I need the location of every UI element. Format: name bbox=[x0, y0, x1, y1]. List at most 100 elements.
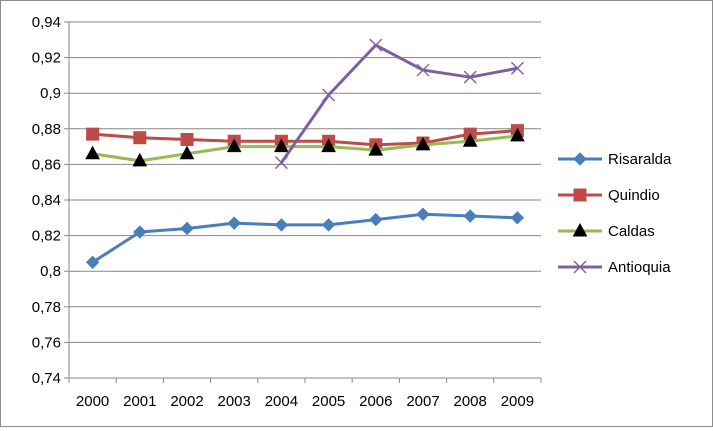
series-caldas bbox=[85, 127, 525, 167]
data-point-caldas-shape bbox=[368, 142, 384, 156]
data-point-caldas bbox=[132, 152, 148, 167]
data-point-caldas bbox=[462, 133, 478, 147]
data-point-antioquia-shape bbox=[510, 61, 524, 75]
y-tick-label: 0,88 bbox=[32, 121, 61, 138]
data-point-risaralda-shape bbox=[510, 211, 525, 225]
data-point-antioquia-shape bbox=[322, 88, 336, 102]
data-point-risaralda bbox=[227, 216, 241, 230]
axes bbox=[64, 21, 542, 383]
data-point-quindio bbox=[133, 131, 147, 145]
data-point-quindio-shape bbox=[86, 127, 100, 141]
legend-marker-caldas-shape bbox=[572, 222, 588, 237]
legend-marker-caldas bbox=[572, 222, 588, 237]
data-point-caldas-shape bbox=[226, 138, 242, 153]
data-point-antioquia-shape bbox=[274, 156, 288, 170]
y-tick-label: 0,86 bbox=[32, 156, 61, 173]
data-point-risaralda-shape bbox=[321, 218, 336, 232]
x-tick-label: 2008 bbox=[454, 393, 487, 410]
y-tick-label: 0,94 bbox=[32, 14, 61, 31]
y-tick-label: 0,76 bbox=[32, 334, 61, 351]
legend-item-quindio: Quindio bbox=[558, 187, 660, 204]
series-risaralda bbox=[85, 207, 525, 270]
series-antioquia bbox=[274, 38, 524, 170]
y-tick-label: 0,9 bbox=[40, 85, 61, 102]
data-point-risaralda-shape bbox=[416, 207, 430, 221]
data-point-quindio-shape bbox=[133, 131, 147, 145]
x-tick-label: 2004 bbox=[265, 393, 298, 410]
data-point-caldas bbox=[415, 136, 431, 151]
y-tick-label: 0,84 bbox=[32, 192, 61, 209]
data-point-risaralda-shape bbox=[133, 225, 147, 239]
data-point-caldas bbox=[274, 138, 289, 153]
x-axis-tick-labels: 2000 2001 2002 2003 2004 2005 2006 2007 2008 2009 bbox=[76, 393, 534, 410]
x-tick-label: 2005 bbox=[312, 393, 345, 410]
x-tick-label: 2006 bbox=[359, 393, 392, 410]
data-point-risaralda-shape bbox=[274, 218, 289, 232]
data-point-caldas bbox=[368, 142, 384, 156]
data-point-risaralda bbox=[274, 218, 289, 232]
data-point-quindio-shape bbox=[180, 132, 194, 146]
data-point-caldas bbox=[321, 138, 336, 153]
data-point-caldas-shape bbox=[510, 127, 525, 142]
legend-marker-risaralda bbox=[573, 152, 587, 166]
legend-marker-antioquia bbox=[573, 260, 587, 274]
series-line-risaralda bbox=[91, 212, 518, 264]
legend-item-caldas: Caldas bbox=[558, 222, 655, 240]
data-point-caldas bbox=[510, 127, 525, 142]
y-axis-tick-labels: 0,74 0,76 0,78 0,8 0,82 0,84 0,86 0,88 0,9 0,92 0,… bbox=[32, 14, 61, 387]
data-point-caldas-shape bbox=[274, 138, 289, 153]
data-point-risaralda-shape bbox=[227, 216, 241, 230]
legend: Risaralda Quindio Caldas Antioquia bbox=[558, 151, 672, 276]
data-point-risaralda bbox=[369, 212, 383, 227]
legend-marker-quindio-shape bbox=[573, 188, 587, 202]
series-line-quindio bbox=[92, 129, 518, 147]
gridlines bbox=[69, 21, 541, 343]
legend-label-caldas: Caldas bbox=[608, 223, 655, 240]
legend-label-risaralda: Risaralda bbox=[608, 151, 672, 168]
data-point-caldas-shape bbox=[85, 145, 100, 160]
data-point-antioquia-shape bbox=[463, 70, 477, 84]
data-point-antioquia bbox=[369, 38, 383, 52]
legend-marker-risaralda-shape bbox=[573, 152, 587, 166]
data-point-antioquia bbox=[322, 88, 336, 102]
x-tick-label: 2000 bbox=[76, 393, 109, 410]
y-tick-label: 0,74 bbox=[32, 370, 61, 387]
data-point-antioquia-shape bbox=[416, 63, 430, 77]
data-point-caldas-shape bbox=[462, 133, 478, 147]
data-point-risaralda bbox=[321, 218, 336, 232]
legend-label-antioquia: Antioquia bbox=[608, 259, 671, 276]
legend-label-quindio: Quindio bbox=[608, 187, 660, 204]
data-point-antioquia bbox=[463, 70, 477, 84]
data-point-risaralda-shape bbox=[369, 212, 383, 227]
data-point-risaralda bbox=[416, 207, 430, 221]
data-point-quindio bbox=[86, 127, 100, 141]
data-point-risaralda bbox=[133, 225, 147, 239]
x-tick-label: 2001 bbox=[123, 393, 156, 410]
data-point-risaralda-shape bbox=[180, 221, 194, 236]
data-point-caldas bbox=[85, 145, 100, 160]
data-point-antioquia bbox=[416, 63, 430, 77]
data-point-risaralda-shape bbox=[85, 255, 100, 270]
data-point-quindio bbox=[180, 132, 194, 146]
data-point-caldas-shape bbox=[321, 138, 336, 153]
legend-marker-quindio bbox=[573, 188, 587, 202]
data-point-antioquia-shape bbox=[369, 38, 383, 52]
y-tick-label: 0,82 bbox=[32, 228, 61, 245]
y-tick-label: 0,78 bbox=[32, 299, 61, 316]
legend-item-risaralda: Risaralda bbox=[558, 151, 672, 168]
data-point-risaralda bbox=[180, 221, 194, 236]
legend-item-antioquia: Antioquia bbox=[558, 259, 671, 276]
data-point-caldas-shape bbox=[179, 145, 195, 160]
legend-marker-antioquia-shape bbox=[573, 260, 587, 274]
data-point-risaralda bbox=[463, 209, 477, 223]
data-point-antioquia bbox=[510, 61, 524, 75]
series-group bbox=[85, 38, 525, 270]
x-tick-label: 2003 bbox=[218, 393, 251, 410]
data-point-caldas-shape bbox=[132, 152, 148, 167]
y-tick-label: 0,92 bbox=[32, 50, 61, 67]
series-line-caldas bbox=[92, 134, 518, 163]
data-point-antioquia bbox=[274, 156, 288, 170]
data-point-caldas bbox=[226, 138, 242, 153]
data-point-risaralda-shape bbox=[463, 209, 477, 223]
